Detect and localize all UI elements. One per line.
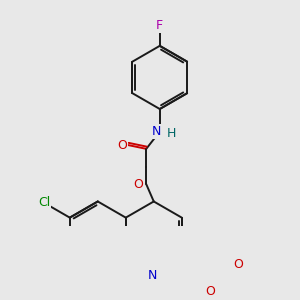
Text: N: N	[148, 268, 157, 282]
Text: Cl: Cl	[38, 196, 50, 209]
Text: O: O	[133, 178, 143, 191]
Text: O: O	[117, 139, 127, 152]
Text: N: N	[151, 125, 161, 138]
Text: H: H	[167, 127, 176, 140]
Text: F: F	[156, 19, 163, 32]
Text: O: O	[205, 285, 215, 298]
Text: O: O	[233, 258, 243, 271]
